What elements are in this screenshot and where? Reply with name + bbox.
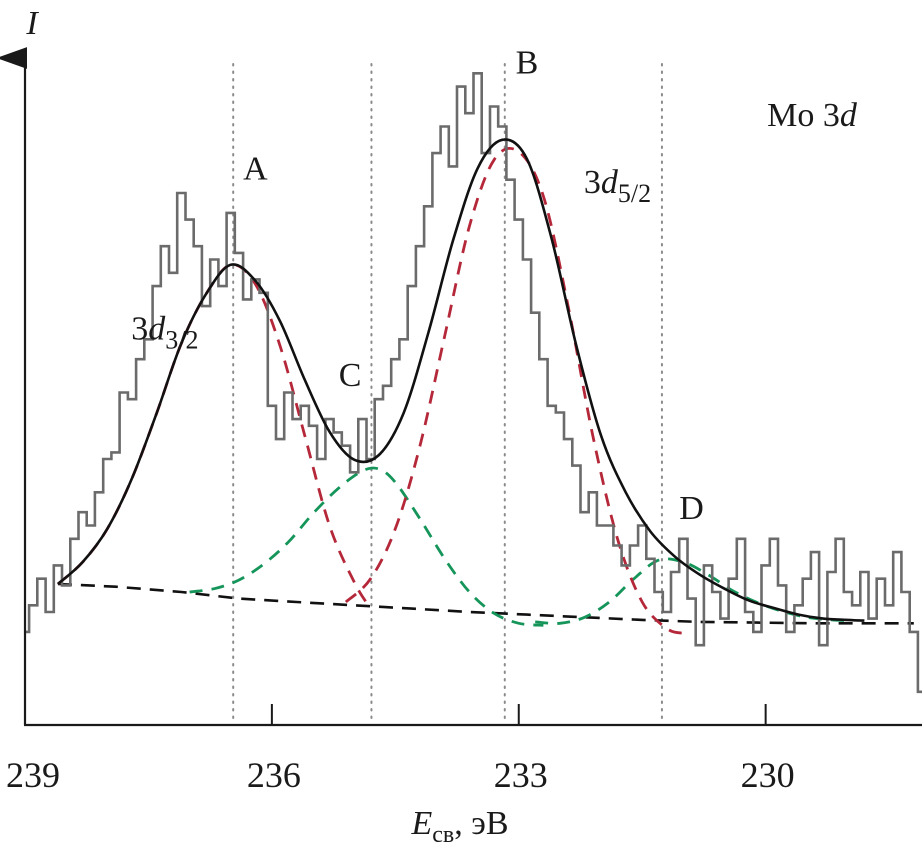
peak-annotations: A B C D 3d3/2 3d5/2 [131, 44, 704, 527]
orbital-label: 3d3/2 [131, 310, 198, 354]
series-component-A [56, 263, 372, 610]
series-background [57, 582, 914, 625]
series-layer [25, 72, 922, 694]
y-axis-label: I [25, 5, 39, 42]
x-tick-label: 239 [6, 755, 60, 795]
chart-title-text: Mo 3 [767, 97, 840, 134]
series-envelope [57, 138, 865, 622]
x-tick-label: 233 [494, 755, 548, 795]
series-experimental [25, 72, 922, 694]
peak-label-c: C [339, 357, 362, 394]
peak-label-a: A [243, 151, 268, 188]
peak-label-d: D [679, 490, 704, 527]
series-component-C [189, 466, 544, 627]
orbital-label: 3d5/2 [584, 164, 651, 208]
x-tick-label: 230 [741, 755, 795, 795]
x-ticks: 239 236 233 230 [6, 704, 795, 795]
x-axis-label: Eсв, эВ [410, 805, 508, 848]
x-axis-label-var: E [410, 805, 432, 842]
peak-label-b: B [516, 44, 539, 81]
series-component-D [535, 557, 848, 625]
chart-title-orbital: d [840, 97, 858, 134]
chart-title: Mo 3d [767, 97, 858, 134]
x-tick-label: 236 [247, 755, 301, 795]
x-axis-label-unit: , эВ [454, 805, 508, 842]
series-component-B [344, 146, 684, 635]
x-axis-label-sub: св [432, 822, 454, 848]
